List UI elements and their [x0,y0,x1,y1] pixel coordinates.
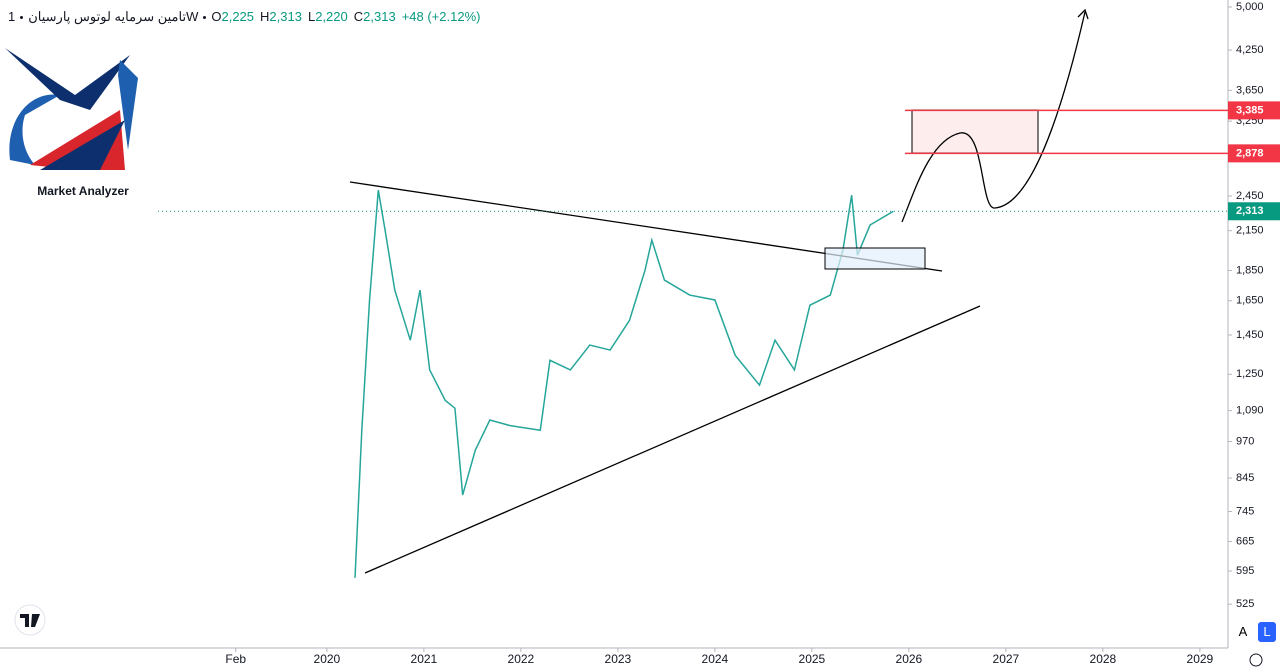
y-tick-label: 5,000 [1236,1,1264,13]
change: +48 (+2.12%) [401,9,481,24]
ohlc-label: C [353,9,364,24]
settings-icon[interactable] [1249,653,1263,667]
separator [20,16,24,20]
symbol: تامین سرمایه لوتوس پارسیان [28,9,187,24]
x-tick-label: 2025 [799,652,826,666]
price-label-bg [1228,101,1280,120]
logo-text: Market Analyzer [37,184,129,198]
arrow-head [1077,8,1089,20]
x-tick-label: 2029 [1187,652,1214,666]
x-tick-label: 2028 [1090,652,1117,666]
box [824,247,926,270]
ohlc-label: L [307,9,316,24]
y-tick-label: 665 [1236,535,1254,547]
tv-logo [14,604,46,636]
x-tick-label: 2020 [314,652,341,666]
y-tick-label: 525 [1236,598,1254,610]
y-tick-label: 595 [1236,565,1254,577]
ohlc-value: 2,220 [315,9,348,24]
ohlc-label: H [260,9,270,24]
price-line-series [354,190,894,578]
separator [203,16,207,20]
trend-line [364,305,981,574]
y-tick-label: 2,450 [1236,190,1264,202]
y-tick-label: 745 [1236,505,1254,517]
y-tick-label: 970 [1236,435,1254,447]
logo [5,48,138,170]
price-label-bg [1228,144,1280,163]
x-tick-label: Feb [225,652,246,666]
price-label-bg [1228,202,1280,221]
ohlc-value: 2,313 [269,9,302,24]
x-tick-label: 2022 [508,652,535,666]
x-tick-label: 2021 [411,652,438,666]
y-tick-label: 2,150 [1236,225,1264,237]
auto-button[interactable]: A [1238,624,1248,639]
interval: 1W [8,9,199,24]
y-tick-label: 845 [1236,472,1254,484]
ohlc-value: 2,313 [363,9,396,24]
price-label: 3,385 [1236,104,1264,116]
y-tick-label: 1,650 [1236,295,1264,307]
plot [354,190,894,578]
price-label: 2,878 [1236,147,1264,159]
x-tick-label: 2023 [605,652,632,666]
y-tick-label: 1,450 [1236,329,1264,341]
x-tick-label: 2026 [896,652,923,666]
y-tick-label: 1,850 [1236,264,1264,276]
ohlc-value: 2,225 [221,9,255,24]
y-tick-label: 3,650 [1236,84,1264,96]
x-tick-label: 2024 [702,652,729,666]
x-tick-label: 2027 [993,652,1020,666]
projection-path [901,11,1086,223]
y-tick-label: 4,250 [1236,44,1264,56]
ohlc-label: O [211,9,222,24]
header: تامین سرمایه لوتوس پارسیان1W O2,225 H2,313… [8,9,486,25]
y-tick-label: 1,090 [1236,405,1264,417]
log-button[interactable]: L [1258,622,1276,642]
y-tick-label: 1,250 [1236,368,1264,380]
price-label: 2,313 [1236,205,1264,217]
